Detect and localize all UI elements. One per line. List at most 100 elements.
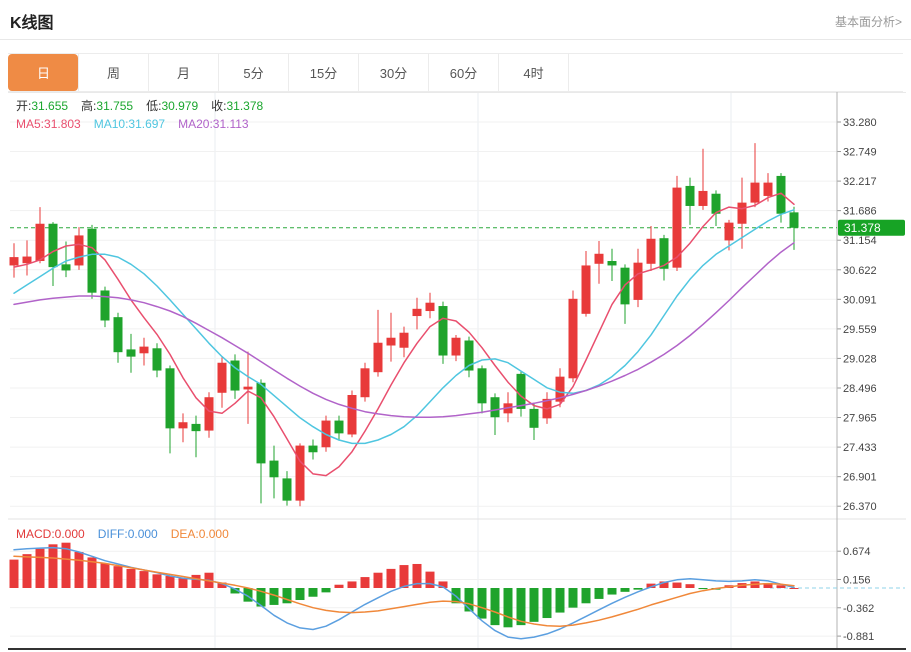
candle-body[interactable]: [646, 238, 656, 264]
macd-bar[interactable]: [230, 588, 240, 594]
macd-bar[interactable]: [607, 588, 617, 595]
macd-bar[interactable]: [334, 584, 344, 588]
candle-body[interactable]: [399, 332, 409, 348]
candle-body[interactable]: [438, 306, 448, 356]
candle-body[interactable]: [451, 337, 461, 356]
macd-bar[interactable]: [113, 566, 123, 588]
macd-bar[interactable]: [321, 588, 331, 593]
macd-bar[interactable]: [243, 588, 253, 602]
candle-body[interactable]: [373, 342, 383, 373]
candle-body[interactable]: [217, 362, 227, 393]
macd-bar[interactable]: [178, 578, 188, 588]
macd-bar[interactable]: [126, 568, 136, 588]
candle-body[interactable]: [594, 253, 604, 264]
candle-body[interactable]: [204, 397, 214, 431]
macd-bar[interactable]: [620, 588, 630, 592]
candle-body[interactable]: [672, 187, 682, 268]
macd-bar[interactable]: [191, 574, 201, 588]
macd-bar[interactable]: [646, 583, 656, 588]
candle-body[interactable]: [9, 257, 19, 266]
candle-body[interactable]: [360, 368, 370, 398]
candle-body[interactable]: [490, 397, 500, 418]
macd-bar[interactable]: [425, 571, 435, 588]
candle-body[interactable]: [724, 222, 734, 241]
macd-bar[interactable]: [35, 548, 45, 588]
macd-bar[interactable]: [399, 565, 409, 588]
macd-bar[interactable]: [308, 588, 318, 597]
macd-bar[interactable]: [373, 572, 383, 588]
macd-bar[interactable]: [295, 588, 305, 601]
candle-body[interactable]: [74, 235, 84, 266]
candle-body[interactable]: [607, 261, 617, 266]
candle-body[interactable]: [529, 408, 539, 428]
macd-bar[interactable]: [659, 581, 669, 588]
kline-chart[interactable]: 33.280 32.749 32.217 31.686 31.154 30.622 30.0…: [8, 92, 906, 650]
macd-bar[interactable]: [282, 588, 292, 604]
tab-month[interactable]: 月: [148, 54, 218, 91]
tab-15min[interactable]: 15分: [288, 54, 358, 91]
candle-body[interactable]: [230, 360, 240, 391]
candle-body[interactable]: [477, 368, 487, 404]
macd-bar[interactable]: [438, 581, 448, 588]
candle-body[interactable]: [35, 223, 45, 261]
macd-bar[interactable]: [165, 575, 175, 588]
candle-body[interactable]: [386, 337, 396, 346]
candle-body[interactable]: [568, 298, 578, 379]
candle-body[interactable]: [243, 386, 253, 390]
candle-body[interactable]: [126, 349, 136, 357]
candle-body[interactable]: [178, 422, 188, 429]
candle-body[interactable]: [659, 238, 669, 269]
macd-bar[interactable]: [568, 588, 578, 608]
candle-body[interactable]: [763, 182, 773, 196]
chart-canvas[interactable]: 33.280 32.749 32.217 31.686 31.154 30.622 30.0…: [8, 92, 906, 650]
macd-bar[interactable]: [152, 574, 162, 588]
candle-body[interactable]: [139, 346, 149, 354]
macd-bar[interactable]: [360, 577, 370, 588]
candle-body[interactable]: [555, 376, 565, 402]
macd-bar[interactable]: [139, 571, 149, 588]
macd-bar[interactable]: [48, 544, 58, 588]
candle-body[interactable]: [516, 373, 526, 409]
macd-bar[interactable]: [516, 588, 526, 626]
candle-body[interactable]: [48, 223, 58, 268]
candle-body[interactable]: [581, 265, 591, 314]
macd-bar[interactable]: [776, 585, 786, 588]
macd-bar[interactable]: [464, 588, 474, 612]
candle-body[interactable]: [464, 340, 474, 371]
macd-bar[interactable]: [9, 559, 19, 588]
candle-body[interactable]: [308, 445, 318, 453]
candle-body[interactable]: [100, 290, 110, 321]
macd-bar[interactable]: [87, 557, 97, 588]
macd-bar[interactable]: [594, 588, 604, 599]
macd-bar[interactable]: [22, 554, 32, 588]
candle-body[interactable]: [165, 368, 175, 429]
candle-body[interactable]: [685, 185, 695, 206]
tab-week[interactable]: 周: [78, 54, 148, 91]
candle-body[interactable]: [191, 423, 201, 432]
macd-bar[interactable]: [490, 588, 500, 626]
candle-body[interactable]: [282, 478, 292, 501]
candle-body[interactable]: [633, 262, 643, 300]
candle-body[interactable]: [113, 317, 123, 353]
candle-body[interactable]: [22, 256, 32, 264]
tab-60min[interactable]: 60分: [428, 54, 498, 91]
macd-bar[interactable]: [412, 563, 422, 588]
candle-body[interactable]: [256, 382, 266, 464]
macd-bar[interactable]: [269, 588, 279, 605]
macd-bar[interactable]: [61, 542, 71, 588]
candle-body[interactable]: [61, 264, 71, 271]
macd-bar[interactable]: [503, 588, 513, 628]
candle-body[interactable]: [750, 182, 760, 203]
macd-bar[interactable]: [217, 582, 227, 588]
candle-body[interactable]: [334, 420, 344, 434]
macd-bar[interactable]: [555, 588, 565, 613]
macd-bar[interactable]: [477, 588, 487, 619]
candle-body[interactable]: [711, 193, 721, 214]
candle-body[interactable]: [776, 175, 786, 214]
tab-day[interactable]: 日: [8, 54, 78, 91]
macd-bar[interactable]: [100, 563, 110, 588]
macd-bar[interactable]: [789, 588, 799, 589]
candle-body[interactable]: [412, 308, 422, 317]
macd-bar[interactable]: [698, 588, 708, 590]
candle-body[interactable]: [269, 460, 279, 478]
